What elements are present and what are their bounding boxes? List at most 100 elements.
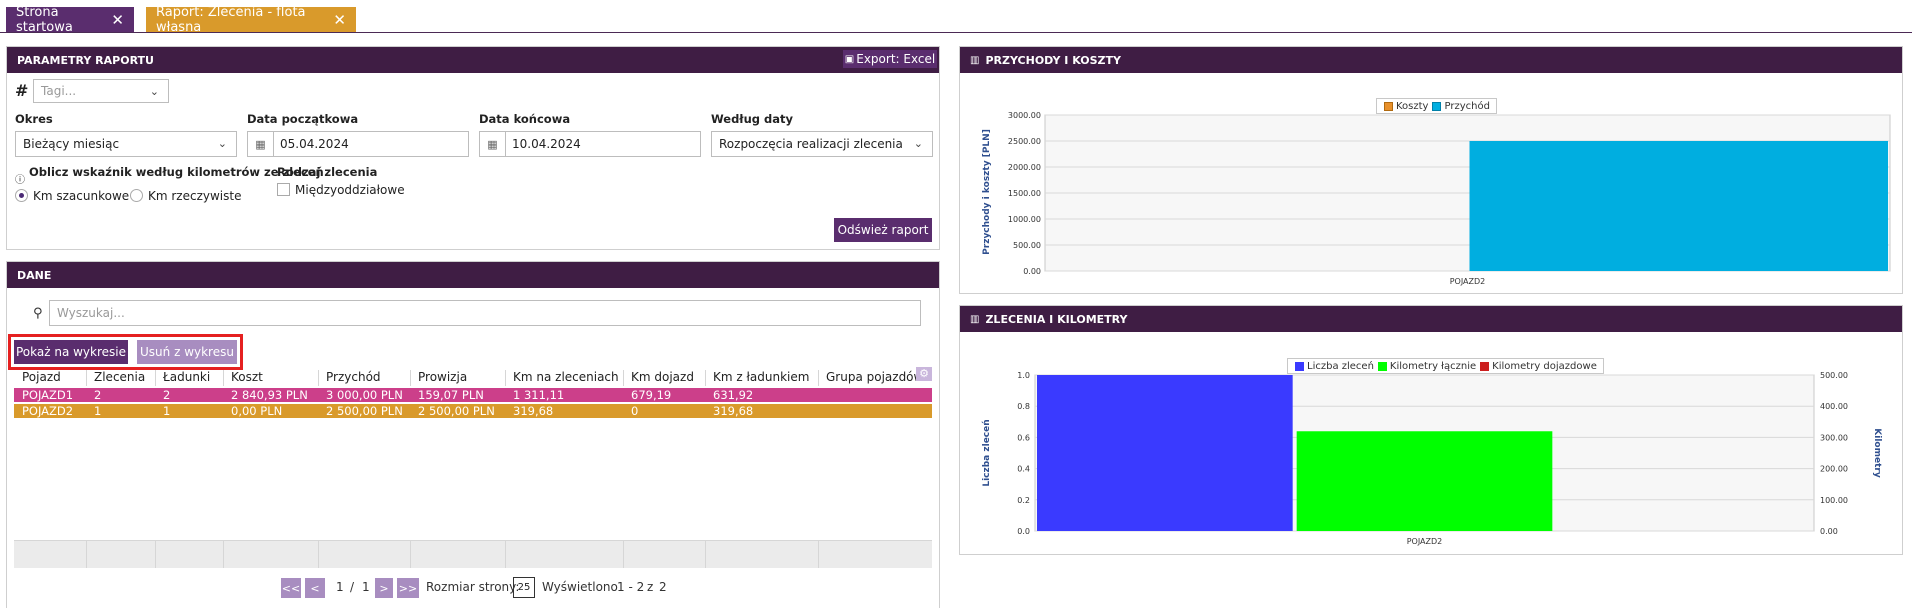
pager-last-label: >> bbox=[398, 581, 418, 595]
column-header[interactable]: Km z ładunkiem bbox=[713, 370, 810, 384]
panel-title: PRZYCHODY I KOSZTY bbox=[985, 53, 1121, 67]
y-tick-label: 0.0 bbox=[1017, 527, 1030, 536]
pager-next-button[interactable]: > bbox=[375, 578, 393, 598]
search-input[interactable]: Wyszukaj... bbox=[49, 300, 921, 326]
column-header[interactable]: Przychód bbox=[326, 370, 381, 384]
column-divider[interactable] bbox=[705, 370, 706, 386]
table-row[interactable]: POJAZD2 1 1 0,00 PLN 2 500,00 PLN 2 500,00 PL… bbox=[14, 404, 932, 418]
footer-divider bbox=[505, 541, 506, 568]
table-cell: 2 840,93 PLN bbox=[231, 388, 308, 402]
y-tick-label: 1.0 bbox=[1017, 371, 1030, 380]
export-excel-button[interactable]: ▣ Export: Excel bbox=[843, 50, 937, 68]
column-header[interactable]: Prowizja bbox=[418, 370, 468, 384]
column-header[interactable]: Km na zleceniach bbox=[513, 370, 619, 384]
close-icon[interactable]: ✕ bbox=[111, 10, 124, 29]
end-date-input[interactable]: ▦ 10.04.2024 bbox=[479, 131, 701, 157]
footer-divider bbox=[86, 541, 87, 568]
pager-first-button[interactable]: << bbox=[281, 578, 301, 598]
okres-value: Bieżący miesiąc bbox=[23, 137, 120, 151]
km-actual-radio[interactable] bbox=[130, 189, 143, 202]
order-type-label: Rodzaj zlecenia bbox=[277, 165, 378, 179]
pager-last-button[interactable]: >> bbox=[397, 578, 419, 598]
table-cell: 2 500,00 PLN bbox=[326, 404, 403, 418]
column-divider[interactable] bbox=[818, 370, 819, 386]
okres-select[interactable]: Bieżący miesiąc ⌄ bbox=[15, 131, 237, 157]
inter-branch-checkbox[interactable] bbox=[277, 183, 290, 196]
column-divider[interactable] bbox=[623, 370, 624, 386]
bar-Przychód bbox=[1469, 141, 1888, 271]
bar-Kilometry łącznie bbox=[1296, 431, 1553, 531]
panel-header: ▥ ZLECENIA I KILOMETRY bbox=[960, 306, 1902, 332]
close-icon[interactable]: ✕ bbox=[333, 10, 346, 29]
footer-divider bbox=[318, 541, 319, 568]
column-header[interactable]: Km dojazd bbox=[631, 370, 694, 384]
search-icon: ⚲ bbox=[33, 306, 43, 321]
chevron-down-icon: ⌄ bbox=[913, 137, 923, 150]
pager-prev-button[interactable]: < bbox=[305, 578, 325, 598]
column-divider[interactable] bbox=[505, 370, 506, 386]
column-divider[interactable] bbox=[410, 370, 411, 386]
page-size-value: 25 bbox=[517, 582, 531, 593]
settings-gear-icon[interactable]: ⚙ bbox=[916, 367, 932, 381]
table-cell: 1 311,11 bbox=[513, 388, 565, 402]
panel-header: PARAMETRY RAPORTU bbox=[7, 47, 939, 73]
column-header[interactable]: Zlecenia bbox=[94, 370, 146, 384]
tab-home[interactable]: Strona startowa ✕ bbox=[6, 5, 134, 35]
column-divider[interactable] bbox=[155, 370, 156, 386]
pager-next-label: > bbox=[379, 581, 389, 595]
tab-report[interactable]: Raport: Zlecenia - flota własna ✕ bbox=[146, 4, 356, 35]
tab-report-label: Raport: Zlecenia - flota własna bbox=[156, 4, 306, 35]
y-tick-label: 1000.00 bbox=[1008, 215, 1041, 224]
legend-swatch bbox=[1377, 361, 1387, 371]
y-right-tick-label: 100.00 bbox=[1820, 496, 1848, 505]
table-cell: 1 bbox=[94, 404, 102, 418]
table-row[interactable]: POJAZD1 2 2 2 840,93 PLN 3 000,00 PLN 159,07 … bbox=[14, 388, 932, 402]
y-tick-label: 1500.00 bbox=[1008, 189, 1041, 198]
y-tick-label: 0.6 bbox=[1017, 433, 1030, 442]
table-cell: 631,92 bbox=[713, 388, 754, 402]
table-cell bbox=[818, 388, 932, 402]
x-tick-label: POJAZD2 bbox=[1450, 277, 1486, 286]
tab-divider bbox=[0, 32, 1912, 33]
column-divider[interactable] bbox=[223, 370, 224, 386]
footer-divider bbox=[818, 541, 819, 568]
by-date-select[interactable]: Rozpoczęcia realizacji zlecenia ⌄ bbox=[711, 131, 933, 157]
end-date-label: Data końcowa bbox=[479, 112, 571, 126]
page-size-input[interactable]: 25 bbox=[513, 577, 535, 598]
legend-item: Kilometry łącznie bbox=[1389, 360, 1477, 372]
chevron-down-icon: ⌄ bbox=[149, 85, 159, 98]
table-cell: POJAZD1 bbox=[22, 388, 74, 402]
table-cell: 0 bbox=[631, 404, 639, 418]
km-estimated-radio[interactable] bbox=[15, 189, 28, 202]
report-params-panel: PARAMETRY RAPORTU ▣ Export: Excel # Tagi… bbox=[6, 46, 940, 250]
column-header[interactable]: Grupa pojazdów bbox=[826, 370, 924, 384]
chart-actions-highlight bbox=[8, 334, 243, 370]
column-header[interactable]: Ładunki bbox=[163, 370, 211, 384]
table-cell: 2 500,00 PLN bbox=[418, 404, 495, 418]
tags-select[interactable]: Tagi... ⌄ bbox=[33, 79, 169, 103]
footer-divider bbox=[705, 541, 706, 568]
column-header[interactable]: Koszt bbox=[231, 370, 263, 384]
table-cell: 2 bbox=[94, 388, 102, 402]
table-cell: POJAZD2 bbox=[22, 404, 74, 418]
footer-divider bbox=[623, 541, 624, 568]
hash-icon: # bbox=[15, 81, 29, 100]
start-date-input[interactable]: ▦ 05.04.2024 bbox=[247, 131, 469, 157]
show-on-chart-label: Pokaż na wykresie bbox=[15, 345, 126, 359]
calendar-icon[interactable]: ▦ bbox=[480, 132, 506, 156]
calendar-icon[interactable]: ▦ bbox=[248, 132, 274, 156]
column-divider[interactable] bbox=[318, 370, 319, 386]
refresh-report-button[interactable]: Odśwież raport bbox=[834, 218, 932, 242]
footer-divider bbox=[155, 541, 156, 568]
remove-from-chart-button[interactable]: Usuń z wykresu bbox=[137, 340, 237, 364]
panel-header: DANE bbox=[7, 262, 939, 288]
table-cell: 159,07 PLN bbox=[418, 388, 484, 402]
column-divider[interactable] bbox=[86, 370, 87, 386]
remove-from-chart-label: Usuń z wykresu bbox=[140, 345, 234, 359]
show-on-chart-button[interactable]: Pokaż na wykresie bbox=[14, 340, 128, 364]
table-cell: 0,00 PLN bbox=[231, 404, 283, 418]
pager-prev-label: < bbox=[310, 581, 320, 595]
km-actual-label: Km rzeczywiste bbox=[148, 189, 242, 203]
column-header[interactable]: Pojazd bbox=[22, 370, 61, 384]
panel-title: ZLECENIA I KILOMETRY bbox=[985, 312, 1128, 326]
